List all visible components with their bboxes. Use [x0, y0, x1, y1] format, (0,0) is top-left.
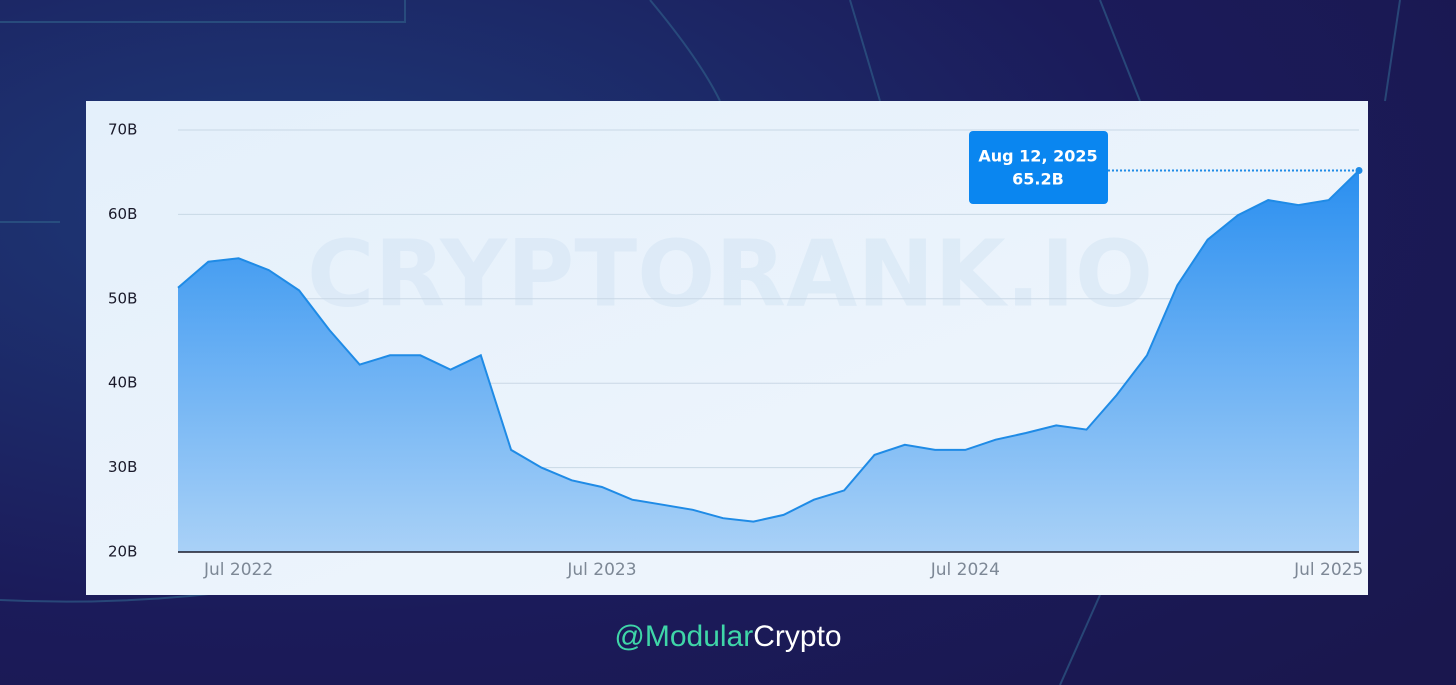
x-tick-label: Jul 2022: [203, 560, 273, 580]
area-fill: [178, 170, 1359, 552]
y-tick-label: 40B: [108, 374, 137, 392]
tooltip-value: 65.2B: [1012, 170, 1064, 189]
tooltip-date: Aug 12, 2025: [978, 147, 1097, 166]
credit-highlight: @Modular: [614, 620, 753, 653]
credit: @ModularCrypto: [614, 620, 841, 653]
watermark: CRYPTORANK.IO: [307, 220, 1153, 327]
x-tick-label: Jul 2023: [566, 560, 636, 580]
y-tick-label: 50B: [108, 289, 137, 307]
x-tick-label: Jul 2024: [930, 560, 1000, 580]
hover-point: [1355, 167, 1363, 175]
y-tick-label: 60B: [108, 205, 137, 223]
y-tick-label: 30B: [108, 458, 137, 476]
tooltip: [969, 131, 1108, 204]
y-tick-label: 20B: [108, 543, 137, 561]
credit-rest: Crypto: [753, 620, 841, 653]
x-tick-label: Jul 2025: [1293, 560, 1363, 580]
area-line: [177, 169, 1360, 523]
y-tick-label: 70B: [108, 121, 137, 139]
